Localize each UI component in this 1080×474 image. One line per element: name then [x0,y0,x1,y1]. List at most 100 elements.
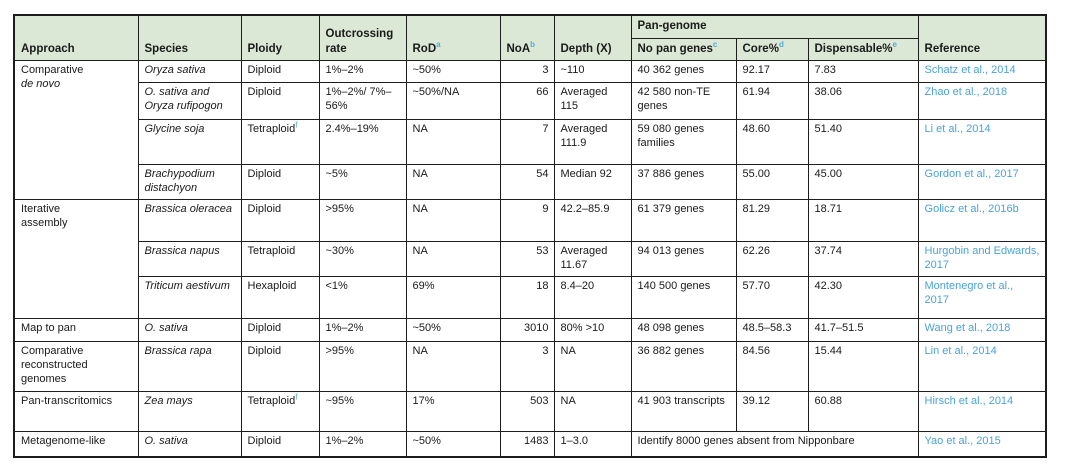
species-cell: O. sativa [137,431,242,458]
rod-cell: ~50% [405,431,501,458]
pan-genome-table: Approach Species Ploidy Outcrossing rate… [13,14,1048,458]
approach-cell: Map to pan [13,318,139,343]
approach-cell: Pan-transcritomics [13,391,139,433]
outcrossing-cell: 2.4%–19% [318,119,407,166]
noa-cell: 503 [499,391,555,433]
dispensable-cell: 15.44 [807,341,919,393]
col-header-pan-genome: Pan-genome [630,14,919,39]
col-header-outcrossing-rate: Outcrossing rate [318,14,407,62]
footnote-marker-b: b [530,39,536,49]
no-pan-genes-cell: 61 379 genes [630,199,737,243]
ploidy-cell: Diploid [240,199,320,243]
col-header-depth: Depth (X) [553,14,632,62]
reference-link[interactable]: Schatz et al., 2014 [917,60,1047,84]
table-row: Glycine soja Tetraploidf 2.4%–19% NA 7 A… [14,119,1047,166]
depth-cell: NA [553,391,632,433]
table-row: Triticum aestivum Hexaploid <1% 69% 18 8… [14,276,1047,320]
outcrossing-cell: ~5% [318,164,407,201]
reference-link[interactable]: Montenegro et al., 2017 [917,276,1047,320]
depth-cell: Averaged 11.67 [553,241,632,278]
reference-link[interactable]: Hirsch et al., 2014 [917,391,1047,433]
no-pan-genes-cell: 40 362 genes [630,60,737,84]
species-cell: Brachypodium distachyon [137,164,242,201]
ploidy-cell: Tetraploidf [240,391,320,433]
no-pan-genes-cell: 48 098 genes [630,318,737,343]
reference-link[interactable]: Gordon et al., 2017 [917,164,1047,201]
reference-link[interactable]: Lin et al., 2014 [917,341,1047,393]
depth-cell: Median 92 [553,164,632,201]
depth-cell: 42.2–85.9 [553,199,632,243]
depth-cell: Averaged 111.9 [553,119,632,166]
core-cell: 92.17 [735,60,809,84]
outcrossing-cell: 1%–2% [318,60,407,84]
footnote-marker-a: a [436,39,441,49]
depth-cell: NA [553,341,632,393]
dispensable-cell: 42.30 [807,276,919,320]
footnote-marker-d: d [778,39,784,49]
species-cell: Zea mays [137,391,242,433]
species-cell: Brassica napus [137,241,242,278]
no-pan-genes-cell: 140 500 genes [630,276,737,320]
table-row: Pan-transcritomics Zea mays Tetraploidf … [13,391,1047,433]
reference-link[interactable]: Li et al., 2014 [917,119,1047,166]
no-pan-genes-cell: 94 013 genes [630,241,737,278]
dispensable-cell: 41.7–51.5 [807,318,919,343]
ploidy-cell: Tetraploid [240,241,320,278]
dispensable-cell: 60.88 [807,391,919,433]
dispensable-cell: 38.06 [807,82,919,121]
reference-link[interactable]: Golicz et al., 2016b [917,199,1047,243]
dispensable-cell: 45.00 [807,164,919,201]
table-row: Brachypodium distachyon Diploid ~5% NA 5… [14,164,1047,201]
rod-cell: 69% [405,276,501,320]
table-row: Comparative de novo Oryza sativa Diploid … [13,60,1047,201]
depth-cell: ~110 [553,60,632,84]
noa-cell: 1483 [499,431,555,458]
reference-link[interactable]: Hurgobin and Edwards, 2017 [917,241,1047,278]
core-cell: 81.29 [735,199,809,243]
footnote-marker-f: f [295,120,298,130]
species-cell: Glycine soja [137,119,242,166]
outcrossing-cell: ~30% [318,241,407,278]
species-cell: Triticum aestivum [137,276,242,320]
table-row: Comparative reconstructed genomes Brassic… [13,341,1047,393]
rod-cell: NA [405,341,501,393]
core-cell: 57.70 [735,276,809,320]
noa-cell: 18 [499,276,555,320]
header-row-sub: No pan genesc Core%d Dispensable%e [14,37,1046,62]
outcrossing-cell: 1%–2% [318,318,407,343]
core-cell: 48.5–58.3 [735,318,809,343]
reference-link[interactable]: Zhao et al., 2018 [917,82,1047,121]
col-header-core-pct: Core%d [735,37,809,62]
rod-cell: ~50% [405,60,501,84]
rod-cell: NA [405,164,501,201]
ploidy-cell: Diploid [240,341,320,393]
outcrossing-cell: 1%–2%/ 7%–56% [318,82,407,121]
no-pan-genes-cell: 41 903 transcripts [630,391,737,433]
noa-cell: 66 [499,82,555,121]
approach-cell: Comparative de novo [13,60,139,201]
species-cell: Brassica rapa [137,341,242,393]
col-header-no-pan-genes: No pan genesc [630,37,737,62]
reference-link[interactable]: Wang et al., 2018 [917,318,1047,343]
noa-cell: 54 [499,164,555,201]
col-header-approach: Approach [13,14,139,62]
rod-cell: ~50% [405,318,501,343]
dispensable-cell: 37.74 [807,241,919,278]
rod-cell: NA [405,199,501,243]
col-header-noa: NoAb [499,14,555,62]
core-cell: 55.00 [735,164,809,201]
core-cell: 84.56 [735,341,809,393]
table-row: O. sativa and Oryza rufipogon Diploid 1%… [14,82,1047,121]
reference-link[interactable]: Yao et al., 2015 [917,431,1047,458]
footnote-marker-e: e [892,39,897,49]
col-header-reference: Reference [917,14,1047,62]
core-cell: 61.94 [735,82,809,121]
footnote-marker-f: f [295,392,298,402]
ploidy-cell: Diploid [240,431,320,458]
rod-cell: 17% [405,391,501,433]
table-row: Iterative assembly Brassica oleracea Dipl… [13,199,1047,320]
table-row: Map to pan O. sativa Diploid 1%–2% ~50% … [13,318,1047,343]
species-cell: O. sativa [137,318,242,343]
noa-cell: 3 [499,341,555,393]
noa-cell: 53 [499,241,555,278]
